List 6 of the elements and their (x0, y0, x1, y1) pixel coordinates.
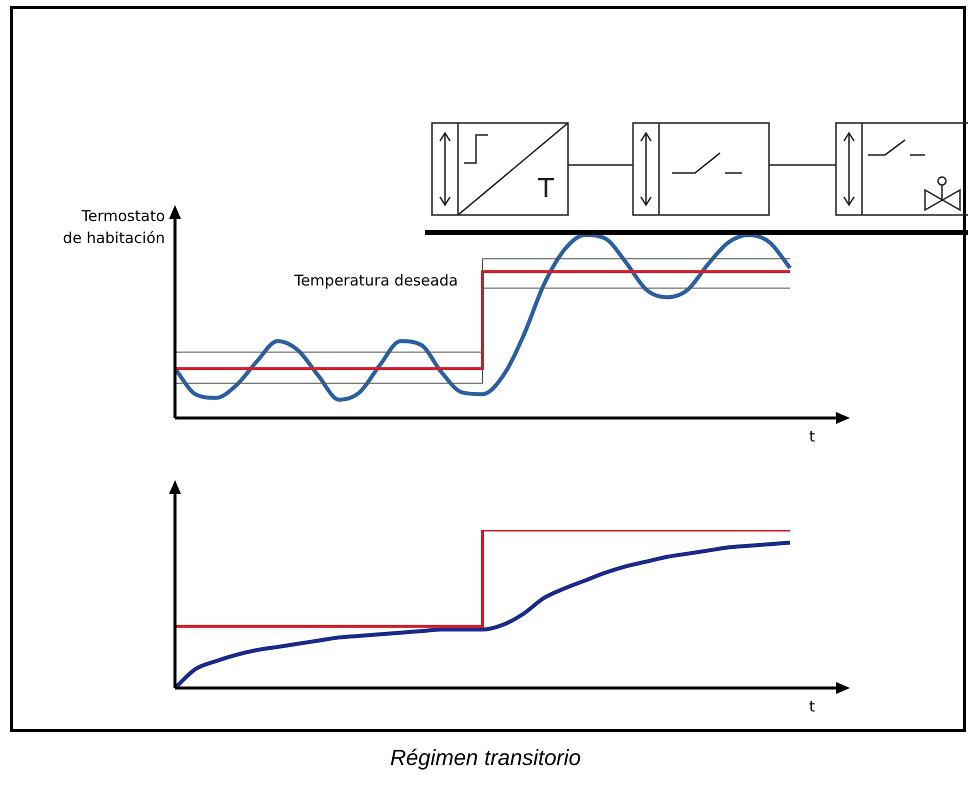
text: T (537, 174, 554, 204)
annotation: Temperatura deseada (293, 271, 458, 290)
text: Régimen transitorio (389, 745, 582, 771)
y-axis-title: Termostato de habitación (62, 207, 165, 247)
x-axis-title: t (809, 697, 816, 716)
x-axis-title: t (809, 427, 816, 446)
